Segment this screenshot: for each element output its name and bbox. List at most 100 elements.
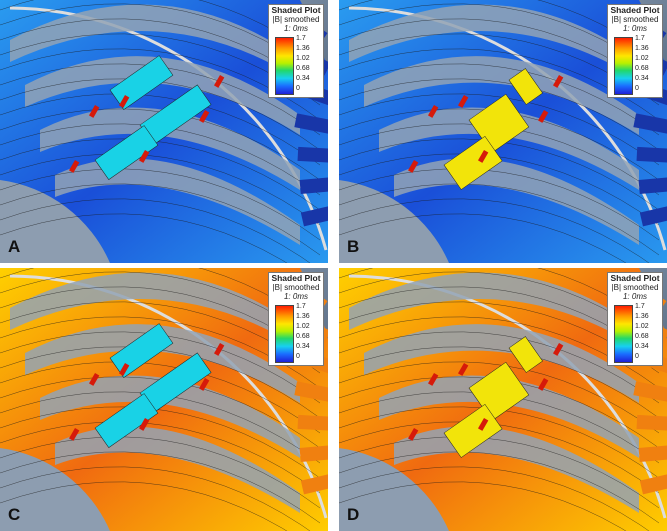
legend-time: 1: 0ms [283, 24, 308, 33]
flux-line [0, 481, 288, 531]
bridge-accent [428, 105, 439, 118]
bridge-accent [88, 105, 100, 118]
bridge-accent [199, 110, 210, 123]
bridge-accent [478, 150, 489, 163]
panel-a: Shaded Plot |B| smoothed 1: 0ms 1.7 1.36… [0, 0, 328, 263]
flux-line [0, 436, 321, 509]
legend-title: Shaded Plot [610, 5, 660, 15]
bridge-accent [408, 160, 419, 173]
panel-letter: B [347, 237, 360, 256]
shaft-bore [0, 180, 110, 263]
stator-tooth [636, 146, 667, 163]
legend-subtitle: |B| smoothed [611, 283, 659, 292]
shaft-bore [339, 448, 449, 531]
bridge-accent [214, 343, 225, 356]
legend-title: Shaded Plot [271, 5, 321, 15]
flux-line [339, 421, 660, 494]
legend-time: 1: 0ms [622, 292, 647, 301]
colorbar-ticks: 1.7 1.36 1.02 0.68 0.34 0 [635, 302, 661, 364]
flux-line [0, 421, 321, 494]
flux-barrier [10, 272, 300, 348]
bridge-accent [408, 428, 419, 441]
flux-line [339, 346, 660, 419]
panel-letter: D [347, 505, 360, 524]
tick-label: 0 [635, 85, 639, 92]
legend-title: Shaded Plot [271, 273, 321, 283]
legend-time: 1: 0ms [622, 24, 647, 33]
flux-line [339, 153, 660, 226]
field-plot-a [0, 0, 328, 263]
flux-line [339, 481, 627, 531]
flux-line [0, 361, 321, 434]
bridge-accent [69, 160, 80, 173]
flux-barrier [25, 324, 300, 403]
tick-label: 1.7 [635, 303, 645, 310]
flux-line [0, 78, 321, 151]
legend: Shaded Plot |B| smoothed 1: 0ms 1.7 1.36… [268, 272, 324, 366]
magnet-block [94, 393, 159, 449]
flux-barrier [349, 272, 639, 348]
colorbar-ticks: 1.7 1.36 1.02 0.68 0.34 0 [635, 34, 661, 96]
stator-tooth [300, 471, 328, 495]
flux-line [0, 198, 311, 263]
flux-line [339, 168, 660, 241]
flux-barrier [379, 107, 639, 190]
stator-tooth [294, 381, 328, 403]
flux-barrier [10, 4, 300, 80]
panel-b: Shaded Plot |B| smoothed 1: 0ms 1.7 1.36… [339, 0, 667, 263]
colorbar [614, 37, 633, 95]
tick-label: 1.02 [635, 55, 649, 62]
flux-barrier [40, 375, 300, 458]
flux-barrier [40, 107, 300, 190]
stator-tooth [294, 113, 328, 135]
stator-tooth [639, 203, 667, 227]
tick-label: 0.34 [635, 75, 649, 82]
panel-letter: C [8, 505, 21, 524]
stator-tooth [636, 414, 667, 431]
bridge-accent [139, 150, 150, 163]
flux-line [339, 78, 660, 151]
legend-time: 1: 0ms [283, 292, 308, 301]
bridge-accent [88, 373, 100, 386]
flux-line [0, 168, 321, 241]
flux-line [339, 198, 650, 263]
magnet-block [94, 125, 159, 181]
panel-d: Shaded Plot |B| smoothed 1: 0ms 1.7 1.36… [339, 268, 667, 531]
bridge-accent [199, 378, 210, 391]
colorbar [275, 305, 294, 363]
legend: Shaded Plot |B| smoothed 1: 0ms 1.7 1.36… [607, 272, 663, 366]
colorbar [614, 305, 633, 363]
legend-subtitle: |B| smoothed [272, 283, 320, 292]
bridge-accent [428, 373, 439, 386]
flux-line [0, 346, 321, 419]
flux-line [0, 138, 321, 211]
bridge-accent [553, 343, 564, 356]
bridge-accent [458, 95, 469, 108]
tick-label: 1.7 [296, 303, 306, 310]
bridge-accent [538, 378, 549, 391]
flux-line [339, 63, 660, 136]
flux-line [0, 451, 321, 524]
tick-label: 0.68 [635, 333, 649, 340]
flux-line [0, 153, 321, 226]
tick-label: 0.68 [296, 333, 310, 340]
tick-label: 1.02 [296, 323, 310, 330]
flux-line [0, 466, 311, 531]
bridge-accent [553, 75, 564, 88]
field-plot-b [339, 0, 667, 263]
flux-line [0, 213, 288, 263]
bridge-accent [139, 418, 150, 431]
stator-tooth [297, 414, 328, 431]
stator-tooth [639, 471, 667, 495]
flux-barrier [349, 4, 639, 80]
legend: Shaded Plot |B| smoothed 1: 0ms 1.7 1.36… [268, 4, 324, 98]
stator-tooth [633, 113, 667, 135]
stator-tooth [638, 444, 667, 462]
flux-line [0, 406, 321, 479]
magnet-block [443, 135, 503, 190]
tick-label: 1.36 [635, 45, 649, 52]
field-plot-d [339, 268, 667, 531]
flux-barrier [55, 158, 300, 245]
stator-tooth [638, 176, 667, 194]
